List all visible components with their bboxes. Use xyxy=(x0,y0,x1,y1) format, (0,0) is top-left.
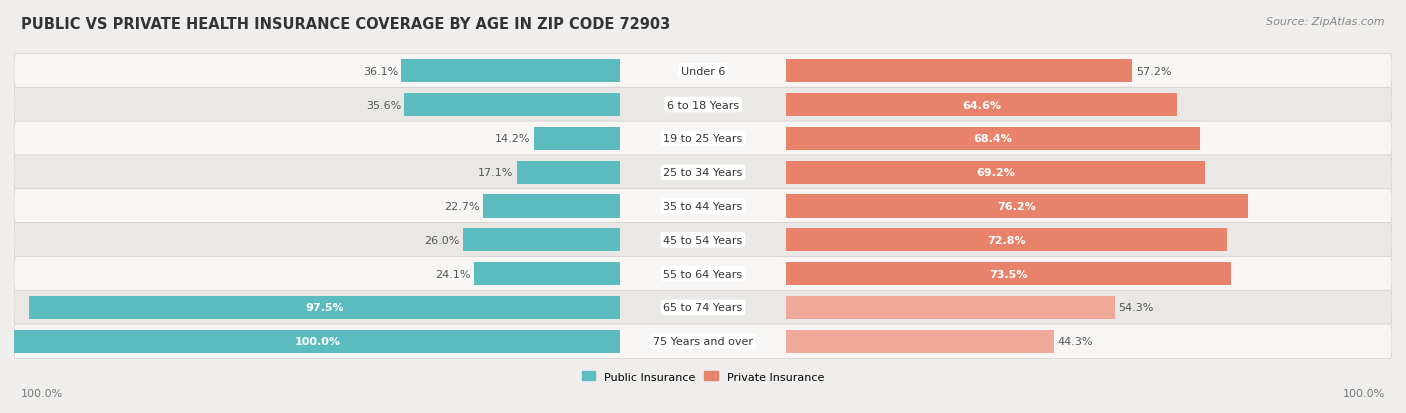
Bar xyxy=(786,296,1115,319)
FancyBboxPatch shape xyxy=(14,257,1392,291)
Text: 54.3%: 54.3% xyxy=(1118,303,1154,313)
FancyBboxPatch shape xyxy=(14,189,1392,224)
Text: 36.1%: 36.1% xyxy=(363,66,398,76)
FancyBboxPatch shape xyxy=(14,223,1392,257)
Text: 19 to 25 Years: 19 to 25 Years xyxy=(664,134,742,144)
Bar xyxy=(786,330,1054,353)
Text: 73.5%: 73.5% xyxy=(990,269,1028,279)
Text: 24.1%: 24.1% xyxy=(436,269,471,279)
Bar xyxy=(786,128,1201,150)
Text: 69.2%: 69.2% xyxy=(976,168,1015,178)
Bar xyxy=(402,60,620,83)
Text: 35 to 44 Years: 35 to 44 Years xyxy=(664,202,742,211)
Text: 35.6%: 35.6% xyxy=(366,100,401,110)
Text: 55 to 64 Years: 55 to 64 Years xyxy=(664,269,742,279)
Bar xyxy=(786,161,1205,184)
FancyBboxPatch shape xyxy=(14,156,1392,190)
Text: 72.8%: 72.8% xyxy=(987,235,1025,245)
Text: 100.0%: 100.0% xyxy=(21,388,63,398)
Text: 97.5%: 97.5% xyxy=(305,303,344,313)
Text: 26.0%: 26.0% xyxy=(423,235,460,245)
Bar xyxy=(30,296,620,319)
Bar xyxy=(786,94,1177,117)
Text: 22.7%: 22.7% xyxy=(444,202,479,211)
Text: 75 Years and over: 75 Years and over xyxy=(652,337,754,347)
Text: 68.4%: 68.4% xyxy=(973,134,1012,144)
Text: Under 6: Under 6 xyxy=(681,66,725,76)
Text: 44.3%: 44.3% xyxy=(1057,337,1094,347)
FancyBboxPatch shape xyxy=(14,324,1392,359)
Text: 64.6%: 64.6% xyxy=(962,100,1001,110)
Text: 57.2%: 57.2% xyxy=(1136,66,1171,76)
Bar xyxy=(534,128,620,150)
Bar xyxy=(786,229,1227,252)
Bar xyxy=(786,263,1232,285)
Text: Source: ZipAtlas.com: Source: ZipAtlas.com xyxy=(1267,17,1385,26)
Bar xyxy=(405,94,620,117)
Bar xyxy=(786,195,1247,218)
Legend: Public Insurance, Private Insurance: Public Insurance, Private Insurance xyxy=(578,367,828,386)
Text: 6 to 18 Years: 6 to 18 Years xyxy=(666,100,740,110)
Bar xyxy=(14,330,620,353)
Text: 45 to 54 Years: 45 to 54 Years xyxy=(664,235,742,245)
Text: 25 to 34 Years: 25 to 34 Years xyxy=(664,168,742,178)
Text: 65 to 74 Years: 65 to 74 Years xyxy=(664,303,742,313)
Bar xyxy=(516,161,620,184)
Bar xyxy=(474,263,620,285)
Bar xyxy=(786,60,1132,83)
FancyBboxPatch shape xyxy=(14,122,1392,156)
Text: 76.2%: 76.2% xyxy=(997,202,1036,211)
Text: 14.2%: 14.2% xyxy=(495,134,531,144)
Bar xyxy=(463,229,620,252)
Text: PUBLIC VS PRIVATE HEALTH INSURANCE COVERAGE BY AGE IN ZIP CODE 72903: PUBLIC VS PRIVATE HEALTH INSURANCE COVER… xyxy=(21,17,671,31)
FancyBboxPatch shape xyxy=(14,88,1392,123)
Text: 100.0%: 100.0% xyxy=(294,337,340,347)
Bar xyxy=(482,195,620,218)
Text: 17.1%: 17.1% xyxy=(478,168,513,178)
FancyBboxPatch shape xyxy=(14,54,1392,89)
FancyBboxPatch shape xyxy=(14,290,1392,325)
Text: 100.0%: 100.0% xyxy=(1343,388,1385,398)
